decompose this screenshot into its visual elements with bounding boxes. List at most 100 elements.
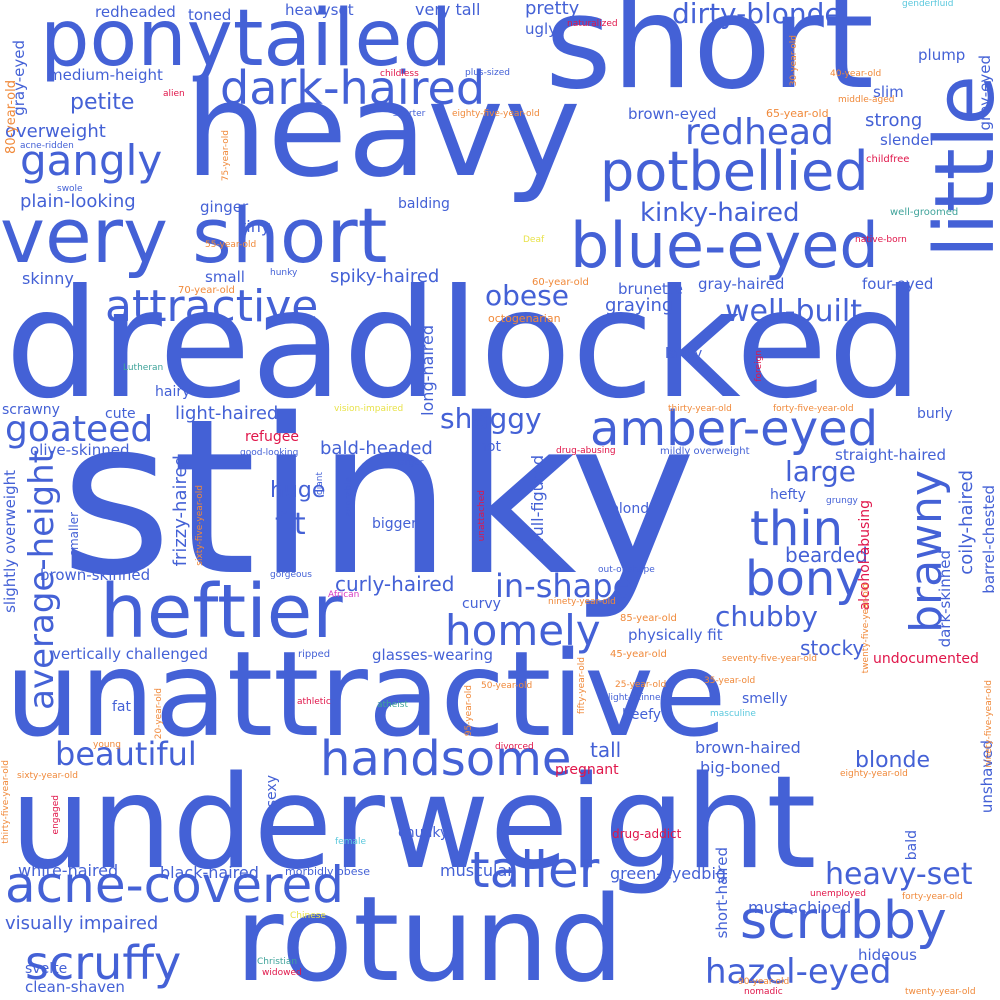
word-acne-ridden: acne-ridden <box>20 141 74 151</box>
word-deaf: Deaf <box>523 235 545 245</box>
word-35-year-old: 35-year-old <box>704 676 756 686</box>
word-eighty-year-old: eighty-year-old <box>840 769 908 779</box>
word-huge: huge <box>270 478 326 503</box>
word-smelly: smelly <box>742 691 788 707</box>
word-dark-haired: dark-haired <box>220 61 486 115</box>
word-gorgeous: gorgeous <box>270 570 312 580</box>
word-curly-haired: curly-haired <box>335 572 455 596</box>
word-adorable: adorable <box>344 477 354 517</box>
word-bony: bony <box>745 551 864 607</box>
word-ninety-five-year-old: ninety-five-year-old <box>984 680 994 768</box>
word-black-haired: black-haired <box>160 863 259 882</box>
word-engaged: engaged <box>51 795 61 835</box>
word-divorced: divorced <box>495 742 534 752</box>
word-stinky: stinky <box>60 372 697 623</box>
word-very-short: very short <box>0 191 388 280</box>
word-hideous: hideous <box>858 946 917 964</box>
word-thin: thin <box>750 501 843 557</box>
word-frizzy-haired: frizzy-haired <box>170 455 191 567</box>
word-30-year-old: 30-year-old <box>789 35 799 87</box>
word-very-tall: very tall <box>415 0 481 19</box>
word-muscular: muscular <box>440 861 514 880</box>
word-45-year-old: 45-year-old <box>610 649 667 660</box>
word-seventy-five-year-old: seventy-five-year-old <box>722 654 817 664</box>
word-vertically-challenged: vertically challenged <box>52 645 209 663</box>
word-fifty-year-old: fifty-year-old <box>577 657 587 715</box>
word-80-year-old: 80-year-old <box>4 80 19 154</box>
word-rotund: rotund <box>235 870 624 1000</box>
word-shaggy: shaggy <box>440 402 542 435</box>
word-heavy: heavy <box>185 54 581 206</box>
word-female: female <box>335 837 367 847</box>
word-visually-impaired: visually impaired <box>5 913 159 934</box>
word-good-looking: good-looking <box>240 448 299 458</box>
word-plain-looking: plain-looking <box>20 191 136 212</box>
word-strong: strong <box>865 110 923 131</box>
word-obese: obese <box>485 279 569 312</box>
word-mustachioed: mustachioed <box>748 898 852 917</box>
word-ginger: ginger <box>200 198 249 216</box>
word-octogenarian: octogenarian <box>488 312 561 325</box>
word-brown-haired: brown-haired <box>695 738 801 757</box>
word-childless: childless <box>380 69 419 79</box>
word-middle-aged: middle-aged <box>838 95 895 105</box>
word-svelte: svelte <box>25 961 68 977</box>
word-dirty-blonde: dirty-blonde <box>672 0 842 30</box>
word-brown-skinned: brown-skinned <box>40 566 151 584</box>
word-lutheran: Lutheran <box>123 363 164 373</box>
word-85-year-old: 85-year-old <box>620 613 677 624</box>
word-shorter: shorter <box>393 109 426 119</box>
word-ponytailed: ponytailed <box>40 0 453 84</box>
word-scrawny: scrawny <box>2 402 60 418</box>
word-clean-shaven: clean-shaven <box>25 978 125 996</box>
word-tiny: tiny <box>240 217 271 236</box>
word-four-eyed: four-eyed <box>862 275 934 293</box>
word-native-born: native-born <box>855 235 907 245</box>
word-in-shape: in-shape <box>495 567 633 605</box>
word-hefty: hefty <box>770 487 806 503</box>
word-55-year-old: 55-year-old <box>205 240 257 250</box>
word-masculine: masculine <box>710 709 756 719</box>
word-thirty-five-year-old: thirty-five-year-old <box>1 760 11 844</box>
word-short: short <box>545 0 874 118</box>
word-pregnant: pregnant <box>555 762 619 778</box>
word-well-groomed: well-groomed <box>890 207 959 218</box>
word-grungy: grungy <box>826 496 858 506</box>
word-20-year-old: 20-year-old <box>154 688 164 740</box>
word-brown-eyed: brown-eyed <box>628 105 717 123</box>
word-75-year-old: 75-year-old <box>221 130 231 182</box>
word-medium-height: medium-height <box>48 66 163 84</box>
word-spiky-haired: spiky-haired <box>330 266 440 287</box>
word-60-year-old: 60-year-old <box>532 277 589 288</box>
word-handsome: handsome <box>320 731 572 787</box>
word-unemployed: unemployed <box>810 889 867 899</box>
word-atheist: atheist <box>377 700 409 710</box>
word-acne-covered: acne-covered <box>5 856 345 914</box>
word-refugee: refugee <box>245 429 299 445</box>
word-beefy: beefy <box>622 707 662 723</box>
word-light-skinned: light-skinned <box>608 693 667 703</box>
word-physically-fit: physically fit <box>628 626 723 644</box>
word-graying: graying <box>605 295 674 316</box>
word-foreign: foreign <box>754 350 764 382</box>
word-light-haired: light-haired <box>175 403 279 424</box>
word-long-haired: long-haired <box>418 325 437 416</box>
word-african: African <box>328 590 360 600</box>
word-ripped: ripped <box>298 649 331 660</box>
word-25-year-old: 25-year-old <box>615 680 667 690</box>
word-burly: burly <box>917 406 953 422</box>
word-athletic: athletic <box>297 697 331 707</box>
word-out-of-shape: out-of-shape <box>598 565 655 575</box>
word-redheaded: redheaded <box>95 3 176 21</box>
word-coily-haired: coily-haired <box>956 470 977 575</box>
word-petite: petite <box>70 90 135 115</box>
word-dark-skinned: dark-skinned <box>936 550 954 648</box>
word-young: young <box>93 740 121 750</box>
word-green-eyedbig: green-eyedbig <box>610 864 727 883</box>
word-toned: toned <box>188 6 232 24</box>
word-homely: homely <box>445 606 601 655</box>
word-genderfluid: genderfluid <box>902 0 954 9</box>
word-larger: larger <box>397 458 424 468</box>
word-big-boned: big-boned <box>700 758 781 777</box>
word-swole: swole <box>57 184 83 194</box>
